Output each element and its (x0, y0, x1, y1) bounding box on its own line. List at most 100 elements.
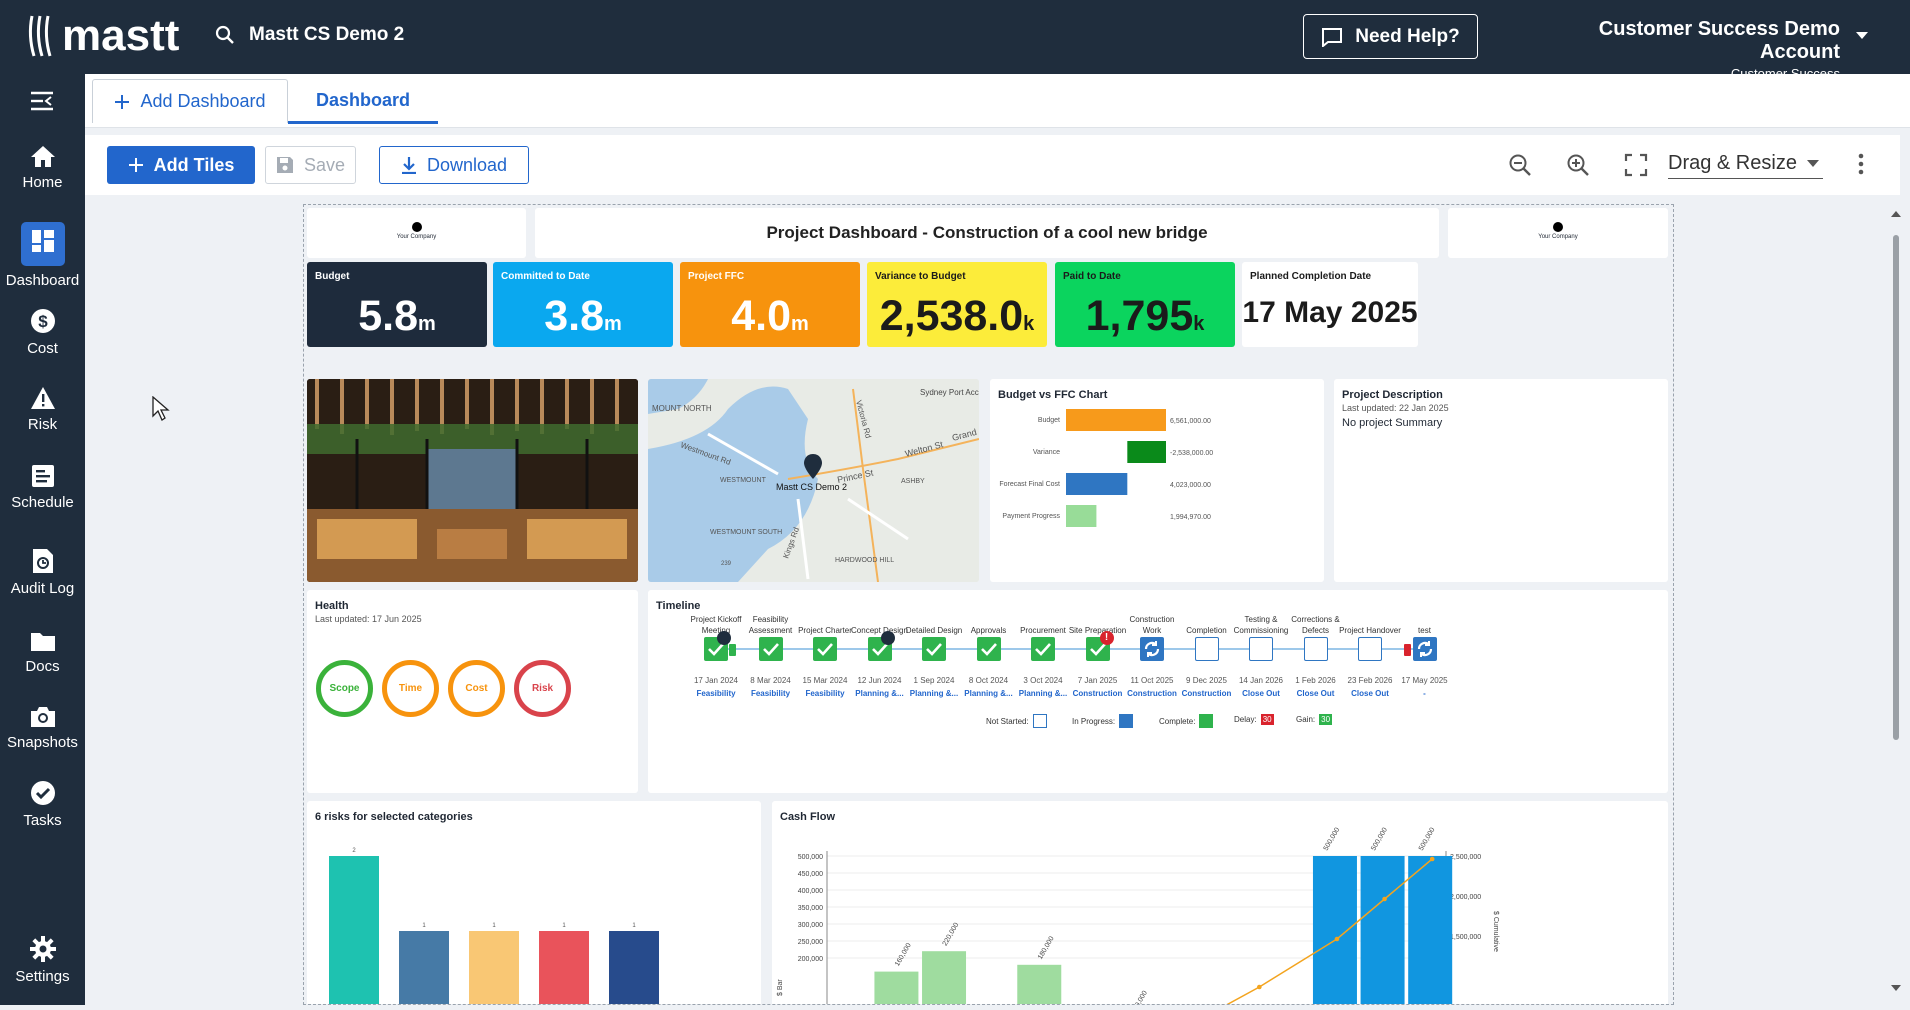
warning-icon (30, 387, 55, 409)
kpi-tile[interactable]: Paid to Date 1,795k (1055, 262, 1235, 347)
kpi-number: 5.8 (358, 292, 418, 340)
health-ring-label: Cost (465, 683, 488, 694)
cash-flow-bar[interactable] (1312, 856, 1357, 1005)
milestone-status[interactable] (758, 637, 783, 661)
add-dashboard-button[interactable]: Add Dashboard (92, 79, 288, 123)
milestone-status[interactable] (976, 637, 1001, 661)
nav-schedule[interactable]: Schedule (0, 464, 85, 511)
milestone-status[interactable] (1140, 637, 1164, 661)
tab-dashboard[interactable]: Dashboard (288, 79, 438, 124)
dashboard-title-tile[interactable]: Project Dashboard - Construction of a co… (535, 208, 1439, 258)
nav-tasks[interactable]: Tasks (0, 780, 85, 829)
milestone-status[interactable] (1358, 637, 1382, 661)
cash-flow-bar[interactable] (1017, 964, 1062, 1005)
health-tile[interactable]: Health Last updated: 17 Jun 2025 Scope Ti… (307, 590, 638, 793)
nav-home[interactable]: Home (0, 144, 85, 191)
budget-bar[interactable] (1127, 441, 1166, 463)
chevron-down-icon[interactable] (1856, 32, 1868, 39)
milestone-status[interactable] (1249, 637, 1273, 661)
milestone-status[interactable] (922, 637, 946, 661)
kpi-tile[interactable]: Variance to Budget 2,538.0k (867, 262, 1047, 347)
company-logo-tile-left[interactable]: Your Company (307, 208, 526, 258)
add-tiles-button[interactable]: Add Tiles (107, 146, 255, 184)
budget-bar[interactable] (1066, 505, 1097, 527)
fullscreen-icon[interactable] (1624, 153, 1648, 177)
zoom-in-icon[interactable] (1566, 153, 1590, 177)
health-ring[interactable]: Time (382, 660, 439, 717)
company-logo-tile-right[interactable]: Your Company (1448, 208, 1668, 258)
more-vertical-icon[interactable] (1858, 153, 1864, 175)
save-button[interactable]: Save (265, 146, 356, 184)
cash-flow-bar[interactable] (1360, 856, 1405, 1005)
kpi-tile[interactable]: Planned Completion Date 17 May 2025 (1242, 262, 1418, 347)
account-menu[interactable]: Customer Success Demo Account Customer S… (1515, 18, 1840, 81)
kpi-tile[interactable]: Committed to Date 3.8m (493, 262, 673, 347)
check-circle-icon (30, 781, 55, 805)
milestone-date: 1 Sep 2024 (913, 676, 955, 685)
risk-bar[interactable] (539, 931, 589, 1005)
health-ring[interactable]: Risk (514, 660, 571, 717)
cash-flow-bar[interactable] (874, 971, 919, 1005)
layout-mode-select[interactable]: Drag & Resize (1668, 149, 1823, 179)
check-icon (871, 643, 888, 656)
project-description-tile[interactable]: Project Description Last updated: 22 Jan… (1334, 379, 1668, 582)
milestone-phase: Planning &... (909, 689, 959, 698)
timeline-tile[interactable]: Timeline Project Kickoff Meeting 17 Jan 2… (648, 590, 1668, 793)
milestone-status[interactable] (1412, 637, 1437, 661)
dashboard-icon (31, 230, 54, 252)
cash-flow-bar[interactable] (922, 951, 967, 1005)
kpi-label: Paid to Date (1063, 271, 1121, 282)
map-label: 239 (721, 561, 732, 567)
kpi-tile[interactable]: Project FFC 4.0m (680, 262, 860, 347)
scroll-thumb[interactable] (1893, 235, 1899, 740)
milestone-status[interactable] (1194, 637, 1219, 661)
mastt-logo[interactable]: mastt (26, 12, 179, 60)
milestone-date: 12 Jun 2024 (857, 676, 902, 685)
cumulative-point[interactable] (1429, 856, 1435, 862)
risk-bar[interactable] (329, 856, 379, 1005)
risk-bar[interactable] (609, 931, 659, 1005)
cumulative-point[interactable] (1334, 936, 1340, 942)
budget-bar[interactable] (1066, 409, 1166, 431)
nav-docs[interactable]: Docs (0, 630, 85, 675)
zoom-out-icon[interactable] (1508, 153, 1532, 177)
kpi-value: 3.8m (493, 292, 673, 341)
milestone-status[interactable] (1303, 637, 1328, 661)
scroll-down-icon[interactable] (1891, 985, 1901, 991)
cumulative-point[interactable] (1382, 896, 1387, 902)
budget-vs-ffc-tile[interactable]: Budget vs FFC Chart Budget 6,561,000.00 Va… (990, 379, 1324, 582)
nav-settings[interactable]: Settings (0, 936, 85, 985)
milestone-status[interactable] (1031, 637, 1055, 661)
kpi-label: Variance to Budget (875, 271, 966, 282)
mouse-cursor-icon (152, 396, 170, 421)
cumulative-point[interactable] (1257, 984, 1262, 990)
project-map-tile[interactable]: Sydney Port Acc MOUNT NORTH Westmount Rd… (648, 379, 979, 582)
kpi-tile[interactable]: Budget 5.8m (307, 262, 487, 347)
project-photo-tile[interactable] (307, 379, 638, 582)
need-help-button[interactable]: Need Help? (1303, 14, 1478, 59)
cash-flow-tile[interactable]: Cash Flow 500,000 450,000 400,000 350,000 30… (772, 801, 1668, 1005)
risks-tile[interactable]: 6 risks for selected categories 2 1 1 1 1 (307, 801, 761, 1005)
menu-collapse-icon[interactable] (29, 90, 55, 112)
nav-dashboard[interactable]: Dashboard (0, 222, 85, 289)
budget-bar[interactable] (1066, 473, 1128, 495)
budget-bar-value-label: 6,561,000.00 (1170, 418, 1211, 425)
canvas-scrollbar[interactable] (1886, 205, 1906, 1005)
kpi-label: Project FFC (688, 271, 745, 282)
risk-bar[interactable] (469, 931, 519, 1005)
cash-flow-bar[interactable] (1408, 856, 1453, 1005)
health-ring[interactable]: Cost (448, 660, 505, 717)
nav-snapshots[interactable]: Snapshots (0, 706, 85, 751)
health-ring[interactable]: Scope (316, 660, 373, 717)
nav-cost[interactable]: $ Cost (0, 308, 85, 357)
milestone-status[interactable] (813, 637, 837, 661)
nav-risk[interactable]: Risk (0, 386, 85, 433)
project-search[interactable]: Mastt CS Demo 2 (215, 24, 404, 46)
download-button[interactable]: Download (379, 146, 529, 184)
risk-bar[interactable] (399, 931, 449, 1005)
budget-bar-category: Variance (1033, 449, 1060, 456)
nav-audit-log[interactable]: Audit Log (0, 548, 85, 597)
check-icon (817, 643, 833, 656)
milestone-status[interactable] (867, 637, 892, 661)
scroll-up-icon[interactable] (1891, 211, 1901, 217)
